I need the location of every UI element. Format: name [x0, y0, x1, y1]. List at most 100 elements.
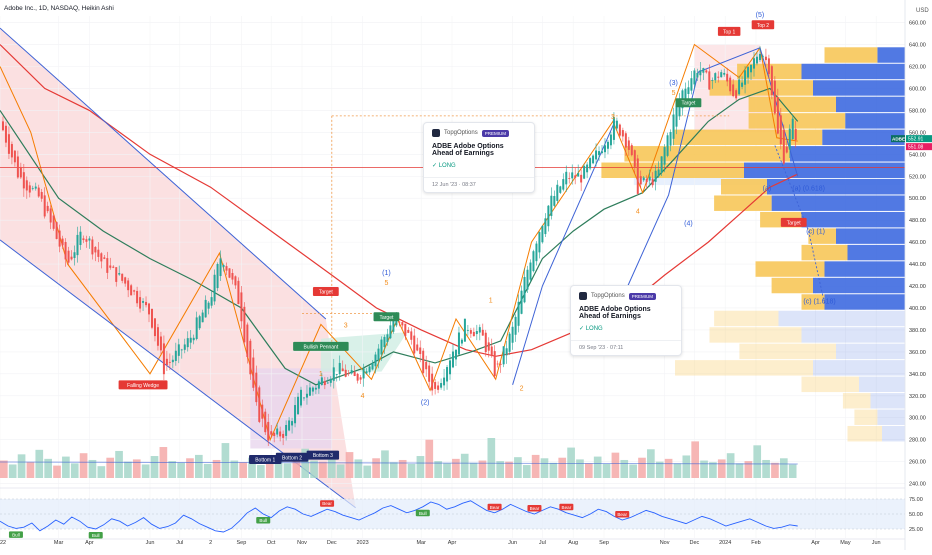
candle-body [601, 151, 604, 154]
wave-label: (5) [756, 12, 765, 19]
profile-row-buy [801, 294, 825, 310]
candle-body [559, 186, 562, 193]
candle-body [398, 321, 401, 323]
candle-body [300, 389, 303, 406]
price-tick-label: 260.00 [909, 460, 926, 466]
volume-bar [788, 464, 797, 478]
profile-row-sell [859, 376, 905, 393]
candle-body [106, 258, 109, 273]
volume-bar [301, 448, 310, 478]
candle-body [425, 361, 428, 370]
candle-body [207, 302, 210, 309]
volume-bar [576, 459, 584, 478]
wave-label: 4 [636, 209, 640, 216]
profile-row-sell [771, 195, 905, 211]
candle-body [547, 205, 550, 227]
candle-body [347, 373, 350, 375]
volume-bar [638, 457, 646, 478]
candle-body [472, 331, 475, 337]
candle-body [341, 368, 344, 372]
candle-body [294, 405, 297, 424]
profile-row-buy [709, 80, 813, 96]
candle-body [100, 253, 103, 262]
candle-body [478, 327, 481, 333]
candle-body [502, 346, 505, 365]
candle-body [761, 56, 764, 58]
signal-label: Bear [562, 505, 572, 510]
volume-bar [717, 459, 726, 478]
card-title[interactable]: ADBE Adobe Options Ahead of Earnings [432, 143, 504, 157]
card-title[interactable]: ADBE Adobe Options Ahead of Earnings [579, 306, 651, 320]
volume-bar [265, 455, 274, 478]
annotation-box-text: Bottom 3 [313, 453, 333, 459]
price-tick-label: 320.00 [909, 394, 926, 400]
annotation-box-bg [675, 98, 702, 108]
oscillator-signal-bull: Bull [415, 509, 430, 517]
candle-body [338, 362, 341, 375]
candle-body [264, 411, 267, 433]
candle-body [693, 70, 696, 85]
candle-body [717, 76, 720, 78]
candle-body [291, 421, 294, 426]
profile-row-sell [813, 360, 905, 376]
annotation-box: Target [780, 217, 807, 227]
candle-body [70, 256, 73, 260]
wave-label: (3) [669, 80, 678, 87]
candle-body [457, 332, 460, 355]
annotation-box-text: Target [681, 101, 696, 107]
profile-row-buy [714, 310, 779, 327]
candle-body [666, 135, 669, 156]
time-tick-label: Aug [568, 540, 578, 546]
card-source: TopgOptions PREMIUM [432, 129, 526, 137]
idea-card-1[interactable]: TopgOptions PREMIUM ADBE Adobe Options A… [423, 122, 535, 193]
volume-bar [124, 461, 132, 478]
candle-body [234, 276, 237, 286]
volume-bar [336, 464, 345, 478]
candle-body [782, 129, 785, 164]
volume-bar [496, 461, 505, 478]
candle-body [273, 432, 276, 437]
idea-card-2[interactable]: TopgOptions PREMIUM ADBE Adobe Options A… [570, 285, 682, 356]
profile-row-buy [739, 343, 836, 360]
wave-label: 1 [489, 297, 493, 304]
annotation-box-bg [293, 341, 349, 351]
price-tick-label: 580.00 [909, 108, 926, 114]
profile-row-buy [748, 96, 836, 113]
candle-body [279, 431, 282, 437]
volume-bar [407, 463, 416, 478]
candle-body [690, 78, 693, 91]
wave-label: 3 [344, 323, 348, 330]
candle-body [609, 134, 612, 146]
candle-body [19, 166, 22, 178]
candle-body [145, 301, 148, 306]
volume-bar [673, 463, 682, 478]
price-tick-label: 420.00 [909, 284, 926, 290]
annotation-box-text: Top 1 [723, 29, 735, 35]
wave-label: (a) [763, 186, 772, 193]
volume-bars [0, 438, 798, 478]
candle-body [103, 257, 106, 259]
price-tick-label: 460.00 [909, 240, 926, 246]
candle-body [198, 316, 201, 329]
candle-body [282, 433, 285, 438]
annotation-box-bg [249, 454, 282, 464]
candle-body [490, 346, 493, 356]
candle-body [651, 178, 654, 186]
wave-label: 5 [672, 90, 676, 97]
candle-body [73, 252, 76, 259]
candle-body [454, 349, 457, 360]
candle-body [133, 290, 136, 292]
candle-body [577, 173, 580, 177]
time-tick-label: Feb [751, 540, 760, 546]
volume-bar [735, 463, 744, 478]
candle-body [171, 359, 174, 363]
candle-body [94, 246, 97, 253]
candle-body [764, 56, 767, 61]
candle-body [28, 185, 31, 193]
candle-body [779, 115, 782, 145]
candle-body [1, 121, 4, 131]
signal-label: Bear [530, 506, 540, 511]
time-tick-label: Mar [416, 540, 426, 546]
time-tick-label: 2024 [719, 540, 731, 546]
candle-body [13, 150, 16, 163]
